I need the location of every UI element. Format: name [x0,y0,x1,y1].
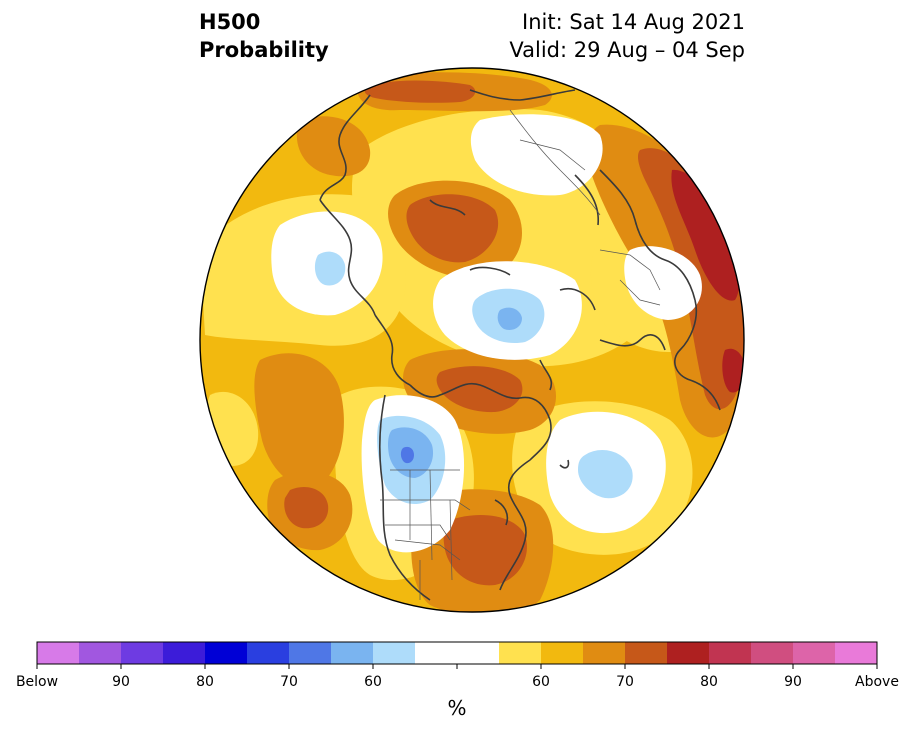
colorbar-cell [709,642,752,664]
colorbar-tick-label: 60 [532,674,550,690]
colorbar-cell [793,642,836,664]
colorbar: Below 90 80 70 60 60 70 80 90 Above % [16,641,899,720]
colorbar-tick-label: 70 [616,674,634,690]
colorbar-cell [751,642,794,664]
colorbar-cell [499,642,542,664]
region-dark-orange-southus [443,515,527,586]
region-white-siberia [470,114,603,196]
colorbar-tick-label: Below [16,674,58,690]
colorbar-cell [37,642,80,664]
title-product: Probability [199,38,329,62]
region-blue60-arctic [497,307,522,330]
region-blue70-namerica [400,446,414,464]
region-dark-orange-hudson [436,366,523,413]
title-right: Init: Sat 14 Aug 2021 Valid: 29 Aug – 04… [509,8,745,64]
colorbar-cell [583,642,626,664]
colorbar-unit-label: % [447,696,466,720]
colorbar-cell [121,642,164,664]
region-white-europe [624,246,702,320]
colorbar-cell [331,642,374,664]
colorbar-cell [625,642,668,664]
colorbar-cell [835,642,878,664]
colorbar-cell [457,642,500,664]
colorbar-cell [247,642,290,664]
region-red-east [671,169,740,301]
region-orange-pacific [254,353,344,488]
region-dark-orange-pacific [284,486,329,529]
polar-map [199,67,745,613]
colorbar-cell [163,642,206,664]
colorbar-cell [205,642,248,664]
colorbar-cell [667,642,710,664]
borders [380,109,661,600]
colorbar-tick-label: Above [855,674,899,690]
colorbar-cell [79,642,122,664]
region-dark-orange-top [364,80,476,103]
title-variable: H500 [199,10,261,34]
init-date: Init: Sat 14 Aug 2021 [522,10,745,34]
colorbar-cell [373,642,416,664]
colorbar-cell [541,642,584,664]
valid-range: Valid: 29 Aug – 04 Sep [509,38,745,62]
colorbar-tick-label: 90 [784,674,802,690]
map-boundary [199,67,745,613]
colorbar-tick-label: 90 [112,674,130,690]
colorbar-tick-label: 70 [280,674,298,690]
region-lightblue-alaska [314,251,346,286]
colorbar-tick-label: 80 [700,674,718,690]
region-dark-orange-siberia [406,194,499,263]
colorbar-cell [415,642,458,664]
region-orange-nw [296,116,371,177]
region-lightblue-atlantic [578,450,633,499]
coastlines [319,89,721,601]
colorbar-tick-label: 60 [364,674,382,690]
title-left: H500 Probability [199,8,329,64]
colorbar-tick-label: 80 [196,674,214,690]
colorbar-cell [289,642,332,664]
region-red-southeast [722,348,744,393]
